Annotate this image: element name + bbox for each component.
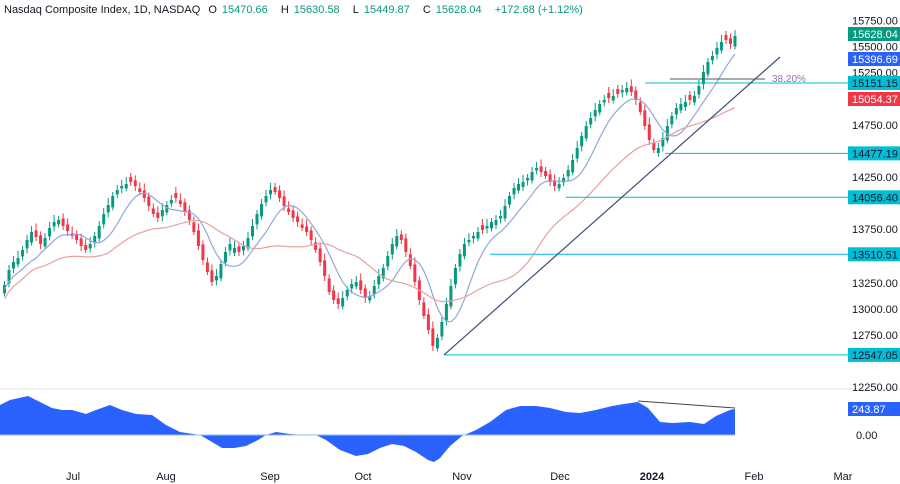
- chart-legend: Nasdaq Composite Index, 1D, NASDAQ O 1547…: [4, 4, 583, 16]
- level-price-tag: [848, 247, 900, 262]
- price-tick: 15750.00: [852, 16, 898, 28]
- oscillator-area: [0, 396, 735, 462]
- level-price-tag: [848, 190, 900, 205]
- time-tick: Aug: [156, 471, 176, 483]
- time-tick: Oct: [354, 471, 371, 483]
- open-value: 15470.66: [221, 4, 268, 16]
- svg-text:13510.51: 13510.51: [852, 249, 898, 261]
- price-tick: 14250.00: [852, 172, 898, 184]
- drawings[interactable]: 38.20%: [443, 56, 848, 356]
- time-tick: Dec: [550, 471, 570, 483]
- svg-text:15396.69: 15396.69: [852, 54, 898, 66]
- time-tick: Mar: [834, 471, 853, 483]
- svg-text:15151.15: 15151.15: [852, 78, 898, 90]
- time-axis[interactable]: Jul Aug Sep Oct Nov Dec 2024 Feb Mar: [66, 471, 853, 483]
- time-tick: 2024: [640, 471, 665, 483]
- price-tick: 14750.00: [852, 120, 898, 132]
- moving-averages: [3, 53, 736, 323]
- oscillator-pane: [0, 396, 736, 462]
- trendline[interactable]: [443, 56, 781, 356]
- time-tick: Jul: [66, 471, 80, 483]
- low-value: 15449.87: [363, 4, 410, 16]
- ma-slow-tag: [848, 92, 900, 106]
- price-tick: 15500.00: [852, 42, 898, 54]
- close-value: 15628.04: [435, 4, 482, 16]
- time-tick: Sep: [260, 471, 280, 483]
- price-axis[interactable]: 15750.0015500.0015250.0014750.0014250.00…: [848, 16, 900, 443]
- level-price-tag: [848, 146, 900, 161]
- divergence-line[interactable]: [637, 400, 736, 409]
- price-tick: 12750.00: [852, 330, 898, 342]
- ma-fast-tag: [848, 52, 900, 66]
- level-price-tag: [848, 347, 900, 362]
- fib-label: 38.20%: [772, 74, 806, 85]
- svg-text:14477.19: 14477.19: [852, 148, 898, 160]
- time-tick: Feb: [745, 471, 764, 483]
- svg-text:14056.40: 14056.40: [852, 192, 898, 204]
- time-tick: Nov: [452, 471, 472, 483]
- candlestick-series: [3, 30, 737, 352]
- svg-text:12547.05: 12547.05: [852, 350, 898, 362]
- symbol-title[interactable]: Nasdaq Composite Index, 1D, NASDAQ: [4, 4, 201, 16]
- oscillator-value-tag: [848, 402, 900, 416]
- price-tick: 13750.00: [852, 224, 898, 236]
- price-tick: 13000.00: [852, 304, 898, 316]
- level-price-tag: [848, 76, 900, 91]
- price-tick: 13250.00: [852, 278, 898, 290]
- last-price-tag: [848, 27, 900, 41]
- svg-text:15628.04: 15628.04: [852, 29, 898, 41]
- change-value: +172.68 (+1.12%): [494, 4, 583, 16]
- price-tick: 12250.00: [852, 382, 898, 394]
- svg-text:15054.37: 15054.37: [852, 94, 898, 106]
- high-value: 15630.58: [293, 4, 340, 16]
- svg-text:243.87: 243.87: [852, 404, 886, 416]
- oscillator-zero-tick: 0.00: [856, 430, 877, 442]
